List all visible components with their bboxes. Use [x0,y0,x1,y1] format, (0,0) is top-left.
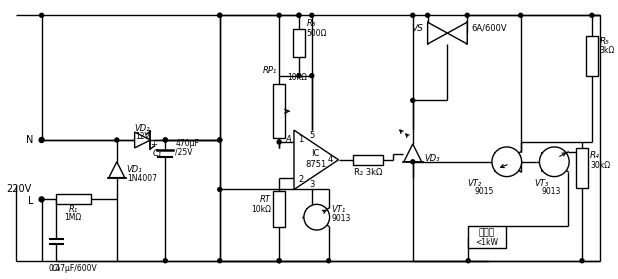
Polygon shape [109,162,125,178]
Circle shape [411,160,415,164]
Circle shape [492,147,522,177]
Circle shape [310,74,314,78]
Text: IC: IC [311,149,320,158]
Text: VD₃: VD₃ [425,154,440,163]
Circle shape [163,138,167,142]
Text: 3: 3 [309,180,315,189]
Circle shape [297,13,301,17]
Text: +: + [151,140,158,149]
Circle shape [411,98,415,102]
Text: 9013: 9013 [332,214,351,223]
Text: VS: VS [412,24,424,33]
Circle shape [115,138,119,142]
Text: 3kΩ: 3kΩ [600,46,615,56]
Bar [273,191,285,227]
Text: 8751: 8751 [305,160,326,169]
Bar [586,36,598,76]
Text: VD₂: VD₂ [135,124,150,133]
Text: 10kΩ: 10kΩ [252,205,271,214]
Text: 1: 1 [298,136,303,145]
Circle shape [297,74,301,78]
Text: 电热丝: 电热丝 [479,229,495,237]
Text: R₄: R₄ [590,151,600,160]
Circle shape [277,259,281,263]
Circle shape [40,13,43,17]
Circle shape [218,13,222,17]
Text: R₃: R₃ [307,19,316,28]
Text: VT₁: VT₁ [332,205,346,214]
Text: 220V: 220V [6,184,32,194]
Text: 2: 2 [298,175,303,184]
Circle shape [39,138,44,143]
Text: 30kΩ: 30kΩ [590,161,610,170]
Text: C₃: C₃ [52,264,61,273]
Polygon shape [135,132,150,148]
Text: RT: RT [260,195,271,204]
Text: 5: 5 [309,131,315,140]
Circle shape [590,13,594,17]
Text: RP₁: RP₁ [263,66,277,75]
Bar [273,84,285,138]
Text: 12V: 12V [135,131,150,141]
Text: 10kΩ: 10kΩ [287,73,307,82]
Circle shape [218,138,222,142]
Circle shape [218,259,222,263]
Text: VD₁: VD₁ [127,165,142,174]
Text: 470μF: 470μF [176,140,199,148]
Bar [293,29,305,57]
Circle shape [426,13,430,17]
Circle shape [39,197,44,202]
Bar [353,155,383,165]
Text: 6A/600V: 6A/600V [471,24,507,33]
Circle shape [218,13,222,17]
Text: R₂ 3kΩ: R₂ 3kΩ [354,168,383,177]
Text: R₁: R₁ [69,205,78,214]
Circle shape [327,259,331,263]
Bar [468,226,506,248]
Bar [576,148,588,187]
Circle shape [466,259,470,263]
Bar [56,194,91,204]
Text: C₁: C₁ [153,149,163,158]
Text: 0.47μF/600V: 0.47μF/600V [49,264,98,273]
Polygon shape [447,22,467,44]
Text: A: A [286,136,291,145]
Text: /25V: /25V [176,147,193,156]
Polygon shape [294,130,339,189]
Text: R₅: R₅ [600,37,610,45]
Text: VT₂: VT₂ [467,179,481,188]
Text: N: N [27,135,33,145]
Circle shape [465,13,469,17]
Text: L: L [28,196,33,206]
Text: 9013: 9013 [541,187,561,196]
Text: VT₃: VT₃ [535,179,549,188]
Circle shape [310,13,314,17]
Text: 4: 4 [328,155,333,164]
Circle shape [277,13,281,17]
Circle shape [163,259,167,263]
Circle shape [218,187,222,191]
Circle shape [580,259,584,263]
Polygon shape [404,144,421,162]
Circle shape [411,13,415,17]
Text: 1MΩ: 1MΩ [65,213,82,222]
Text: 500Ω: 500Ω [307,28,328,38]
Circle shape [540,147,569,177]
Text: 9015: 9015 [475,187,494,196]
Polygon shape [428,22,447,44]
Circle shape [304,204,329,230]
Circle shape [519,13,523,17]
Circle shape [297,13,301,17]
Circle shape [277,259,281,263]
Text: 1N4007: 1N4007 [127,174,157,183]
Circle shape [163,138,167,142]
Circle shape [218,138,222,142]
Text: <1kW: <1kW [475,239,499,247]
Circle shape [277,140,281,144]
